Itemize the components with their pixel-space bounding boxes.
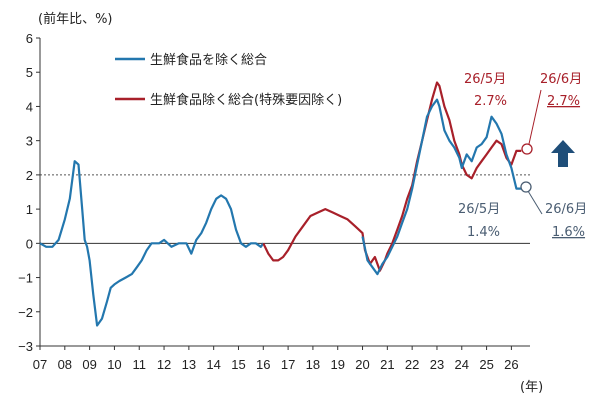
x-tick-label: 15 bbox=[231, 357, 245, 372]
x-axis-unit: (年) bbox=[520, 380, 543, 395]
y-tick-label: −2 bbox=[18, 305, 33, 320]
y-tick-label: 4 bbox=[26, 99, 33, 114]
legend: 生鮮食品を除く総合 生鮮食品除く総合(特殊要因除く) bbox=[115, 52, 342, 108]
x-tick-label: 08 bbox=[58, 357, 72, 372]
annotation-blue-may-value: 1.4% bbox=[467, 225, 500, 240]
x-tick-label: 07 bbox=[33, 357, 47, 372]
x-tick-label: 24 bbox=[455, 357, 469, 372]
annotation-red-marker bbox=[521, 143, 533, 155]
x-tick-label: 19 bbox=[330, 357, 344, 372]
x-tick-label: 10 bbox=[107, 357, 121, 372]
annotation-blue-leader bbox=[527, 190, 543, 215]
annotation-red-may-value: 2.7% bbox=[474, 94, 507, 109]
annotation-red-jun-value: 2.7% bbox=[547, 94, 580, 109]
x-tick-label: 11 bbox=[132, 357, 146, 372]
annotations: 26/5月 2.7% 26/6月 2.7% 26/5月 1.4% 26/6月 1… bbox=[458, 72, 587, 240]
annotation-red-jun-date: 26/6月 bbox=[540, 72, 582, 87]
annotation-blue-marker bbox=[520, 181, 532, 193]
series-core-cpi-2007-2016 bbox=[39, 160, 265, 327]
x-tick-label: 12 bbox=[157, 357, 171, 372]
legend-label-core-cpi-ex-special: 生鮮食品除く総合(特殊要因除く) bbox=[150, 92, 342, 108]
x-tick-label: 22 bbox=[405, 357, 419, 372]
series-core-cpi-ex-special bbox=[262, 81, 522, 272]
x-tick-label: 17 bbox=[281, 357, 295, 372]
x-tick-label: 25 bbox=[479, 357, 493, 372]
annotation-red-leader bbox=[528, 89, 542, 145]
annotation-blue-jun-value: 1.6% bbox=[552, 225, 585, 240]
y-tick-label: 3 bbox=[26, 134, 33, 149]
up-arrow-icon bbox=[551, 140, 575, 167]
x-tick-label: 09 bbox=[82, 357, 96, 372]
x-tick-label: 20 bbox=[355, 357, 369, 372]
series-core-cpi-2020-2026 bbox=[361, 98, 522, 276]
y-tick-label: −3 bbox=[18, 339, 33, 354]
annotation-red-may-date: 26/5月 bbox=[464, 72, 506, 87]
x-tick-label: 23 bbox=[430, 357, 444, 372]
y-tick-label: 0 bbox=[26, 236, 33, 251]
legend-label-core-cpi: 生鮮食品を除く総合 bbox=[150, 52, 267, 68]
y-tick-label: 6 bbox=[26, 31, 33, 46]
y-tick-label: 1 bbox=[26, 202, 33, 217]
x-tick-label: 21 bbox=[380, 357, 394, 372]
x-tick-label: 14 bbox=[206, 357, 220, 372]
y-axis-label: (前年比、%) bbox=[38, 11, 113, 27]
x-tick-label: 26 bbox=[504, 357, 518, 372]
y-tick-label: −1 bbox=[18, 271, 33, 286]
y-tick-label: 5 bbox=[26, 65, 33, 80]
y-tick-label: 2 bbox=[26, 168, 33, 183]
x-tick-label: 13 bbox=[182, 357, 196, 372]
x-tick-label: 16 bbox=[256, 357, 270, 372]
x-tick-label: 18 bbox=[306, 357, 320, 372]
annotation-blue-jun-date: 26/6月 bbox=[545, 202, 587, 217]
annotation-blue-may-date: 26/5月 bbox=[458, 202, 500, 217]
